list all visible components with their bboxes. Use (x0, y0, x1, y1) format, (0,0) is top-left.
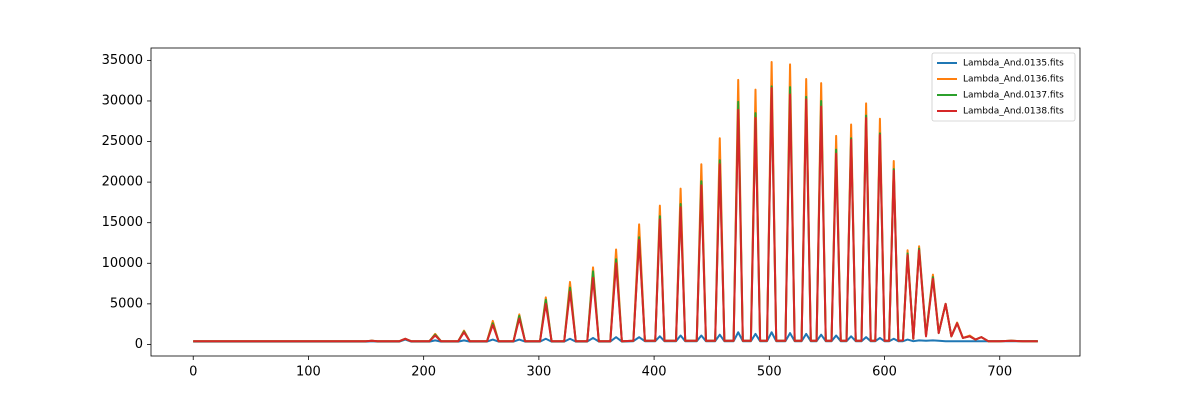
plot-frame (150, 47, 1081, 357)
legend-label: Lambda_And.0138.fits (963, 107, 1064, 117)
y-tick-label: 35000 (102, 53, 143, 68)
legend: Lambda_And.0135.fits Lambda_And.0136.fits… (931, 52, 1076, 122)
x-tick-label: 300 (526, 365, 551, 380)
x-tick-label: 500 (757, 365, 782, 380)
y-tick-label: 25000 (102, 134, 143, 149)
y-tick-label: 30000 (102, 93, 143, 108)
y-tick-label: 15000 (102, 215, 143, 230)
x-tick-label: 200 (411, 365, 436, 380)
y-tick-label: 0 (135, 337, 143, 352)
x-tick-label: 100 (296, 365, 321, 380)
data-line (193, 331, 1038, 343)
y-tick-label: 5000 (110, 296, 143, 311)
data-line (193, 86, 1038, 343)
y-tick-label: 20000 (102, 175, 143, 190)
x-tick-label: 600 (872, 365, 897, 380)
legend-label: Lambda_And.0137.fits (963, 91, 1064, 101)
y-tick-label: 10000 (102, 256, 143, 271)
legend-label: Lambda_And.0135.fits (963, 59, 1064, 69)
x-tick-label: 700 (987, 365, 1012, 380)
legend-box (931, 52, 1076, 122)
legend-label: Lambda_And.0136.fits (963, 75, 1064, 85)
x-tick-label: 0 (189, 365, 197, 380)
x-tick-label: 400 (642, 365, 667, 380)
